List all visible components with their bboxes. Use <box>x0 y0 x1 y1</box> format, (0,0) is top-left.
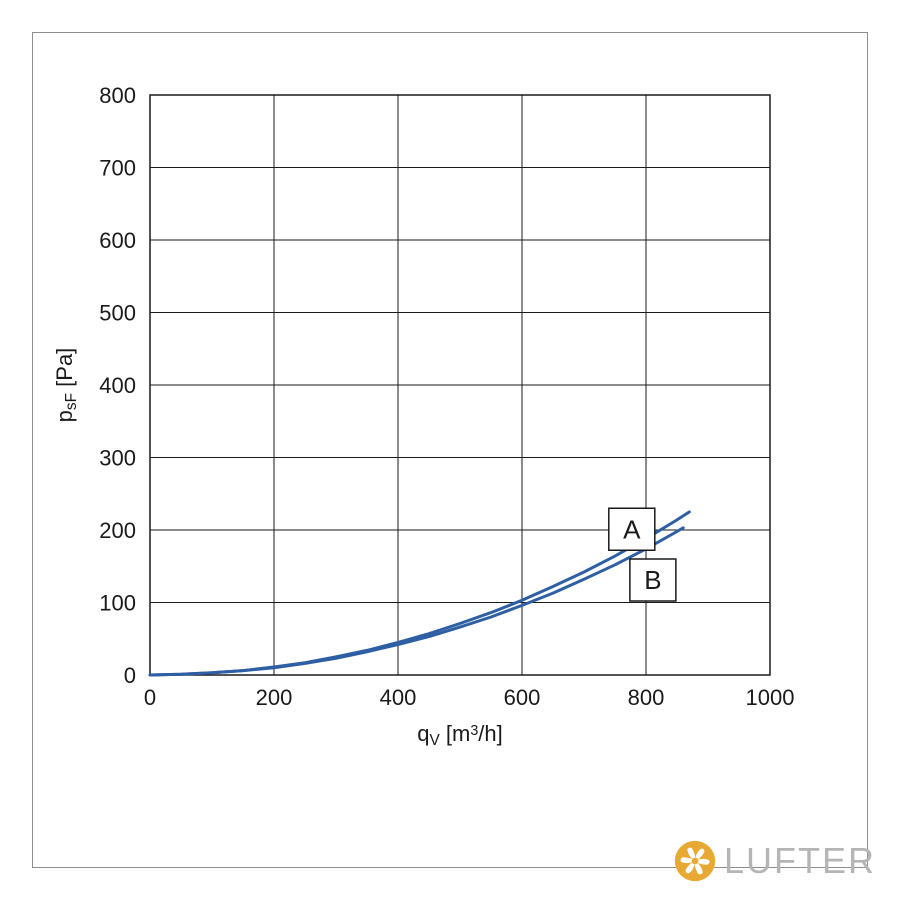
svg-text:psF [Pa]: psF [Pa] <box>52 348 80 423</box>
brand-logo: LUFTER <box>674 840 876 882</box>
svg-text:800: 800 <box>99 83 136 108</box>
svg-text:600: 600 <box>504 685 541 710</box>
svg-text:0: 0 <box>124 663 136 688</box>
svg-text:B: B <box>644 565 661 595</box>
svg-text:A: A <box>623 514 641 544</box>
svg-text:400: 400 <box>99 373 136 398</box>
svg-text:200: 200 <box>99 518 136 543</box>
brand-name: LUFTER <box>724 840 876 882</box>
svg-text:100: 100 <box>99 591 136 616</box>
svg-text:200: 200 <box>256 685 293 710</box>
svg-text:1000: 1000 <box>746 685 795 710</box>
svg-text:qV [m3/h]: qV [m3/h] <box>417 721 503 749</box>
svg-text:600: 600 <box>99 228 136 253</box>
chart-grid <box>150 95 770 675</box>
svg-text:400: 400 <box>380 685 417 710</box>
svg-text:500: 500 <box>99 301 136 326</box>
svg-text:700: 700 <box>99 156 136 181</box>
chart-ticks: 0 200 400 600 800 1000 0 100 200 300 400 500 600 700 8… <box>99 83 794 710</box>
svg-text:0: 0 <box>144 685 156 710</box>
fan-icon <box>674 840 716 882</box>
pressure-flow-chart: 0 200 400 600 800 1000 0 100 200 300 400 500 600 700 8… <box>0 0 900 900</box>
svg-text:300: 300 <box>99 446 136 471</box>
svg-text:800: 800 <box>628 685 665 710</box>
